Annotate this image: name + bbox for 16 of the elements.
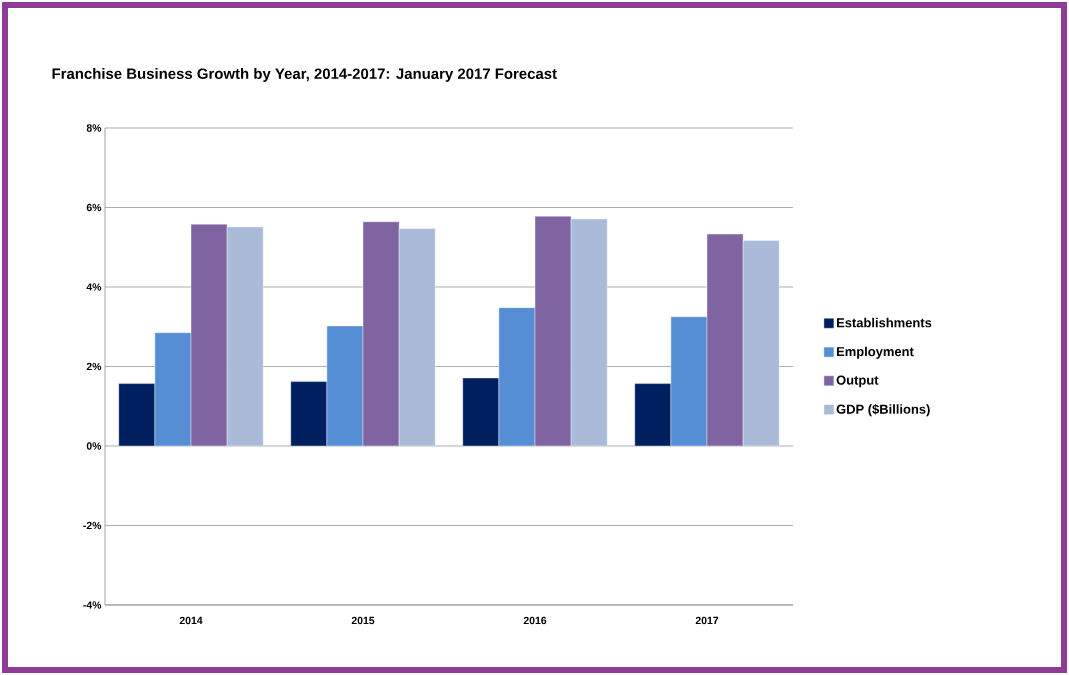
x-tick-label: 2015 (351, 616, 375, 625)
chart-title: Franchise Business Growth by Year, 2014-2017: January 2017 Forecast (52, 68, 557, 82)
y-tick-label: 6% (86, 203, 102, 212)
y-tick-label: -2% (83, 521, 102, 530)
y-tick-label: 8% (86, 124, 102, 132)
legend-label: Establishments (836, 317, 932, 328)
legend-label: GDP ($Billions) (836, 404, 930, 417)
x-tick-label: 2016 (523, 616, 547, 625)
legend-label: Output (836, 375, 879, 388)
y-tick-label: 0% (86, 442, 102, 450)
legend-label: Employment (836, 346, 914, 359)
y-tick-label: -4% (83, 601, 102, 609)
x-tick-label: 2014 (179, 616, 203, 625)
y-tick-label: 4% (86, 283, 102, 291)
y-tick-label: 2% (86, 362, 102, 371)
x-tick-label: 2017 (695, 616, 719, 625)
